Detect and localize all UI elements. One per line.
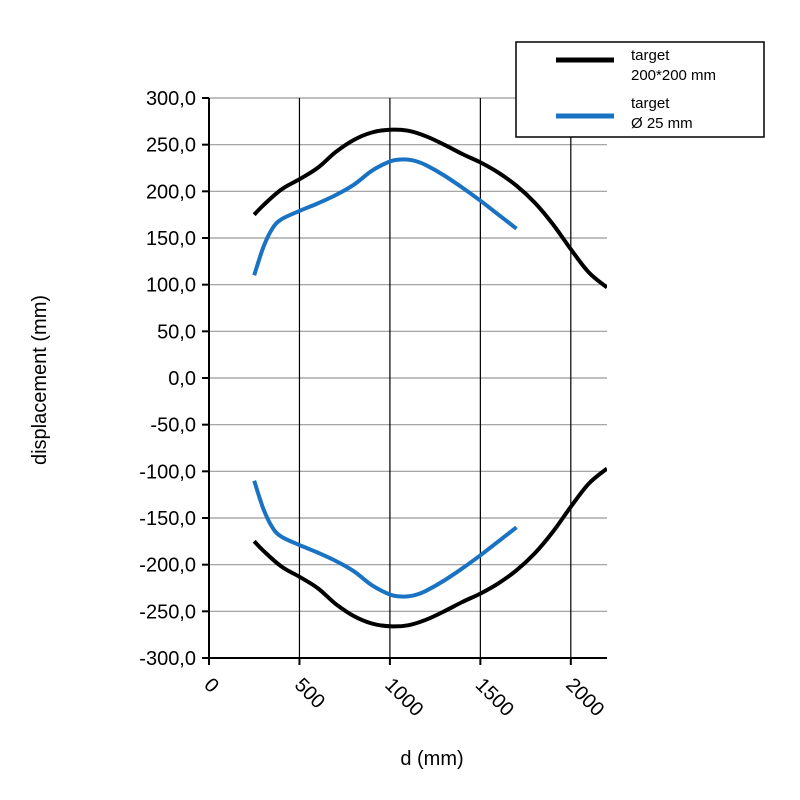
y-tick-labels: 300,0 250,0 200,0 150,0 100,0 50,0 0,0 -50,0 -10… bbox=[139, 88, 196, 670]
series-line bbox=[252, 157, 518, 276]
x-tick-labels: 0 500 1000 1500 2000 bbox=[199, 674, 608, 721]
x-tick-label: 500 bbox=[290, 674, 329, 713]
y-tick-label: 200,0 bbox=[146, 181, 196, 203]
y-tick-label: -200,0 bbox=[139, 555, 196, 577]
y-tick-label: 100,0 bbox=[146, 275, 196, 297]
legend-label: Ø 25 mm bbox=[631, 115, 693, 132]
y-tick-label: -50,0 bbox=[150, 415, 196, 437]
y-tick-label: 50,0 bbox=[157, 321, 196, 343]
y-tick-label: -100,0 bbox=[139, 461, 196, 483]
x-tick-label: 0 bbox=[199, 674, 222, 697]
x-tick-label: 1000 bbox=[380, 674, 427, 721]
y-tick-label: 250,0 bbox=[146, 135, 196, 157]
legend-label: target bbox=[631, 95, 670, 112]
axes bbox=[202, 97, 607, 665]
x-axis-label: d (mm) bbox=[400, 748, 463, 770]
legend-label: target bbox=[631, 47, 670, 64]
y-tick-label: -300,0 bbox=[139, 648, 196, 670]
y-tick-label: -250,0 bbox=[139, 601, 196, 623]
legend: target 200*200 mm target Ø 25 mm bbox=[515, 41, 765, 138]
x-tick-label: 2000 bbox=[561, 674, 608, 721]
y-axis-label: displacement (mm) bbox=[29, 295, 51, 465]
y-tick-label: 150,0 bbox=[146, 228, 196, 250]
y-tick-label: -150,0 bbox=[139, 508, 196, 530]
series-line bbox=[252, 127, 607, 290]
y-tick-label: 0,0 bbox=[168, 368, 196, 390]
x-tick-label: 1500 bbox=[471, 674, 518, 721]
grid bbox=[209, 97, 607, 658]
y-tick-label: 300,0 bbox=[146, 88, 196, 110]
series-lines bbox=[252, 127, 607, 629]
legend-label: 200*200 mm bbox=[631, 67, 716, 84]
series-line bbox=[252, 480, 518, 599]
series-line bbox=[252, 466, 607, 629]
